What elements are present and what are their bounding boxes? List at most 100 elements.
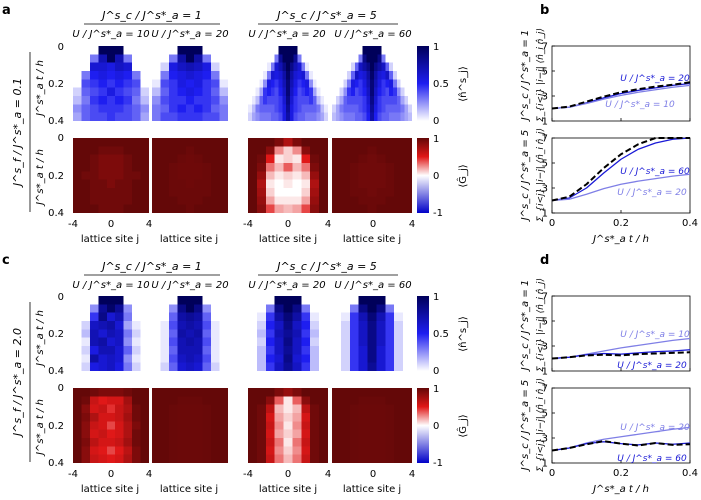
heatmap-cell [267,87,271,97]
heatmap-cell [168,112,178,121]
heatmap-cell [320,96,325,105]
heatmap-cell [381,96,386,105]
heatmap-cell [106,179,116,189]
heatmap-cell [265,321,275,330]
series-line-1 [551,173,691,202]
heatmap-cell [286,46,290,55]
heatmap-cell [358,438,368,447]
heatmap-cell [349,179,359,189]
heatmap-cell [373,54,378,63]
ytick-label: 5 [542,67,548,78]
heatmap-c-top-2 [152,296,228,371]
heatmap-cell [376,429,386,439]
heatmap-cell [319,446,328,455]
heatmap-cell [358,354,368,363]
heatmap-cell [403,179,412,189]
heatmap-cell [123,429,133,439]
legend-d-top-1: U / J^s*_a = 10 [620,330,690,340]
cbar-correlator-tick-0: 0 [433,421,439,432]
heatmap-cell [366,54,371,63]
heatmap-cell [310,438,320,447]
heatmap-cell [349,354,359,363]
heatmap-cell [292,312,302,322]
heatmap-cell [211,454,220,463]
heatmap-cell [362,46,367,55]
heatmap-cell [265,146,275,155]
heatmap-cell [73,413,82,422]
heatmap-cell [320,79,325,88]
heatmap-cell [202,71,212,80]
heatmap-cell [366,96,371,105]
heatmap-cell [185,54,195,63]
heatmap-cell [132,146,141,155]
heatmap-cell [376,404,386,414]
heatmap-cell [377,96,382,105]
heatmap-cell [152,438,161,447]
heatmap-cell [274,362,284,371]
heatmap-cell [301,404,311,414]
heatmap-cell [152,337,161,347]
ylabel-bottom: J^s*_a t / h [35,149,46,207]
heatmap-cell [385,112,390,121]
heatmap-cell [340,454,350,463]
heatmap-cell [316,96,321,105]
heatmap-cell [248,179,258,189]
heatmap-cell [98,421,107,430]
heatmap-cell [211,79,220,88]
heatmap-cell [394,312,404,322]
heatmap-cell [211,396,220,405]
heatmap-cell [265,413,275,422]
heatmap-cell [115,163,124,172]
heatmap-cell [289,112,294,121]
heatmap-cell [274,62,279,72]
series-line-0 [551,337,691,360]
heatmap-cell [358,413,368,422]
heatmap-cell [265,362,275,371]
heatmap-cell [73,404,82,414]
heatmap-cell [89,346,99,355]
heatmap-cell [152,154,161,164]
heatmap-cell [265,446,275,455]
heatmap-cell [358,87,363,97]
cbar-correlator-tick-1: 1 [433,134,439,145]
heatmap-cell [202,321,212,330]
heatmap-cell [73,388,82,397]
heatmap-cell [403,321,412,330]
heatmap-c-bottom-3 [248,388,328,463]
heatmap-cell [152,146,161,155]
heatmap-cell [319,362,328,371]
heatmap-cell [81,404,91,414]
heatmap-cell [81,204,91,213]
heatmap-cell [278,54,283,63]
heatmap-cell [140,179,149,189]
heatmap-cell [152,62,161,72]
heatmap-cell [177,429,186,439]
heatmap-cell [376,413,386,422]
heatmap-cell [263,112,268,121]
heatmap-cell [185,304,195,313]
heatmap-cell [81,321,91,330]
heatmap-cell [310,179,320,189]
cbar-correlator-tick-m1: -1 [433,208,443,219]
heatmap-cell [219,104,228,113]
legend-d-bottom-2: U / J^s*_a = 60 [617,454,687,464]
heatmap-cell [185,112,195,121]
heatmap-cell [332,304,342,313]
heatmap-cell [358,112,363,121]
heatmap-cell [251,62,256,72]
heatmap-cell [292,171,302,180]
heatmap-cell [394,138,404,147]
heatmap-cell [89,354,99,363]
heatmap-cell [168,46,178,55]
col-label-4: U / J^s*_a = 60 [334,280,411,291]
heatmap-cell [140,46,149,55]
heatmap-cell [403,196,412,205]
heatmap-cell [152,179,161,189]
heatmap-cell [248,171,258,180]
heatmap-cell [194,54,203,63]
heatmap-cell [362,104,367,113]
heatmap-cell [219,337,228,347]
heatmap-cell [292,438,302,447]
heatmap-cell [115,154,124,164]
